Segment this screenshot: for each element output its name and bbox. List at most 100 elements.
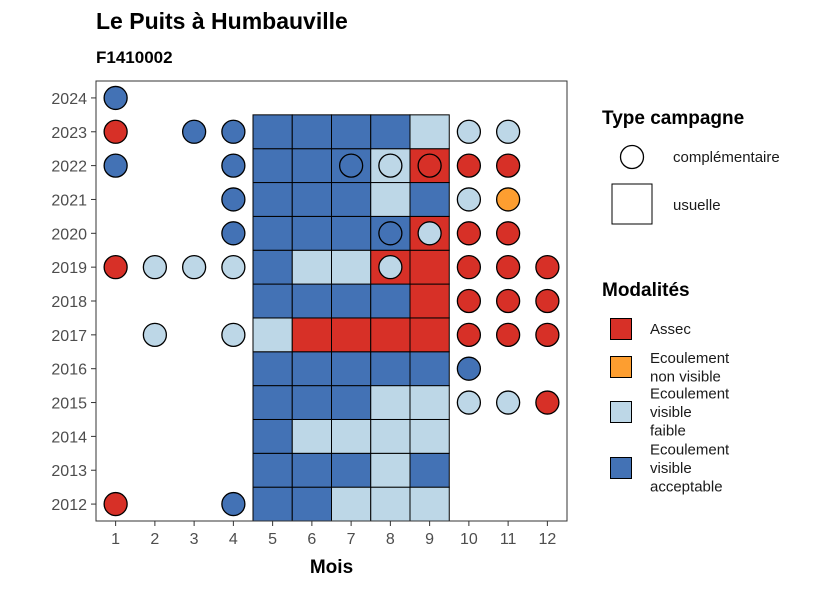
- point-2018-12: [535, 288, 560, 314]
- y-tick-label: 2021: [51, 192, 87, 209]
- legend-label-line: visible: [650, 460, 692, 477]
- tile-2017-6: [291, 317, 332, 353]
- legend-label-line: faible: [650, 423, 686, 440]
- point-2017-10: [456, 322, 482, 348]
- tile-2018-8: [370, 283, 411, 319]
- tile-2016-8: [370, 351, 411, 387]
- point-2019-3: [181, 254, 207, 280]
- tile-2012-6: [291, 486, 332, 522]
- point-2022-9: [417, 153, 442, 178]
- tile-2013-9: [409, 452, 450, 488]
- legend-label-line: Ecoulement: [650, 442, 730, 459]
- tile-2017-8: [370, 317, 411, 353]
- legend-label-line: visible: [650, 404, 692, 421]
- x-tick-label: 11: [500, 531, 517, 548]
- point-2020-9: [417, 221, 442, 246]
- legend-modalites-label-N: Ecoulement non visible: [650, 350, 730, 386]
- point-2018-10: [456, 288, 482, 314]
- legend: Type campagne complémentaire usuelle Modali…: [602, 108, 780, 496]
- point-2019-10: [456, 254, 482, 280]
- tile-2018-9: [409, 283, 450, 319]
- point-2019-12: [535, 254, 560, 280]
- tile-2016-9: [409, 351, 450, 387]
- y-axis: 2012 2013 2014 2015 2016 2017 2018 2019 2020 2021…: [51, 91, 96, 514]
- tile-2023-5: [252, 114, 293, 150]
- point-2024-1: [103, 85, 128, 111]
- legend-campagne-key-complementaire: [619, 144, 645, 170]
- tile-2012-7: [331, 486, 372, 522]
- tile-2014-6: [291, 418, 332, 454]
- point-2017-4: [221, 322, 246, 348]
- tile-2021-9: [409, 182, 450, 217]
- tile-2023-7: [331, 114, 372, 150]
- y-tick-label: 2024: [51, 91, 87, 108]
- point-2023-3: [181, 119, 207, 144]
- tile-2017-9: [409, 317, 450, 353]
- point-2015-12: [535, 390, 560, 415]
- point-2019-8: [378, 254, 403, 280]
- x-tick-label: 8: [386, 531, 395, 548]
- tile-2023-6: [291, 114, 332, 150]
- y-tick-label: 2015: [51, 396, 87, 413]
- point-2016-10: [456, 356, 482, 381]
- tile-2017-7: [331, 317, 372, 353]
- tile-2012-5: [252, 486, 293, 522]
- point-2015-10: [456, 390, 482, 415]
- tile-2012-8: [370, 486, 411, 522]
- y-tick-label: 2016: [51, 362, 87, 379]
- tile-2017-5: [252, 317, 293, 353]
- y-tick-label: 2022: [51, 159, 87, 176]
- point-2022-7: [338, 153, 364, 178]
- point-2023-1: [103, 119, 128, 144]
- legend-modalites-label-V: Ecoulement visible acceptable: [650, 442, 730, 496]
- point-2020-11: [495, 221, 521, 246]
- tile-2014-9: [409, 418, 450, 454]
- point-2017-12: [535, 322, 560, 348]
- tile-2016-6: [291, 351, 332, 387]
- legend-campagne-key-usuelle: [611, 183, 653, 225]
- legend-modalites-key-V: [610, 457, 632, 479]
- tile-2022-6: [291, 148, 332, 184]
- x-tick-label: 12: [538, 531, 556, 548]
- legend-campagne-label-complementaire: complémentaire: [673, 149, 780, 166]
- point-2021-4: [221, 187, 246, 212]
- y-tick-label: 2023: [51, 125, 87, 142]
- x-tick-label: 5: [268, 531, 277, 548]
- point-2017-11: [495, 322, 521, 348]
- point-2023-11: [495, 119, 521, 144]
- tile-2016-7: [331, 351, 372, 387]
- x-tick-label: 6: [307, 531, 316, 548]
- usuelle-tiles: [252, 114, 450, 522]
- point-2020-8: [378, 221, 403, 246]
- x-tick-label: 3: [190, 531, 199, 548]
- y-tick-label: 2020: [51, 226, 87, 243]
- point-2017-2: [142, 322, 168, 348]
- legend-label-line: acceptable: [650, 479, 723, 496]
- tile-2014-8: [370, 418, 411, 454]
- x-tick-label: 10: [460, 531, 478, 548]
- legend-modalites-label-A: Assec: [650, 321, 691, 338]
- tile-2019-5: [252, 249, 293, 285]
- tile-2020-6: [291, 215, 332, 251]
- tile-2016-5: [252, 351, 293, 387]
- point-2019-1: [103, 254, 128, 280]
- legend-modalites-key-A: [610, 318, 632, 340]
- x-tick-label: 4: [229, 531, 238, 548]
- tile-2021-8: [370, 182, 411, 217]
- point-2015-11: [495, 390, 521, 415]
- point-2023-4: [221, 119, 246, 144]
- complementaire-points: [103, 85, 560, 517]
- tile-2019-9: [409, 249, 450, 285]
- x-tick-label: 7: [347, 531, 356, 548]
- y-tick-label: 2013: [51, 463, 87, 480]
- point-2022-4: [221, 153, 246, 178]
- x-tick-label: 9: [425, 531, 434, 548]
- tile-2023-9: [409, 114, 450, 150]
- x-tick-label: 1: [111, 531, 120, 548]
- legend-label-line: non visible: [650, 368, 721, 385]
- point-2019-11: [495, 254, 521, 280]
- tile-2015-7: [331, 385, 372, 420]
- legend-modalites-key-F: [610, 401, 632, 423]
- tile-2022-5: [252, 148, 293, 184]
